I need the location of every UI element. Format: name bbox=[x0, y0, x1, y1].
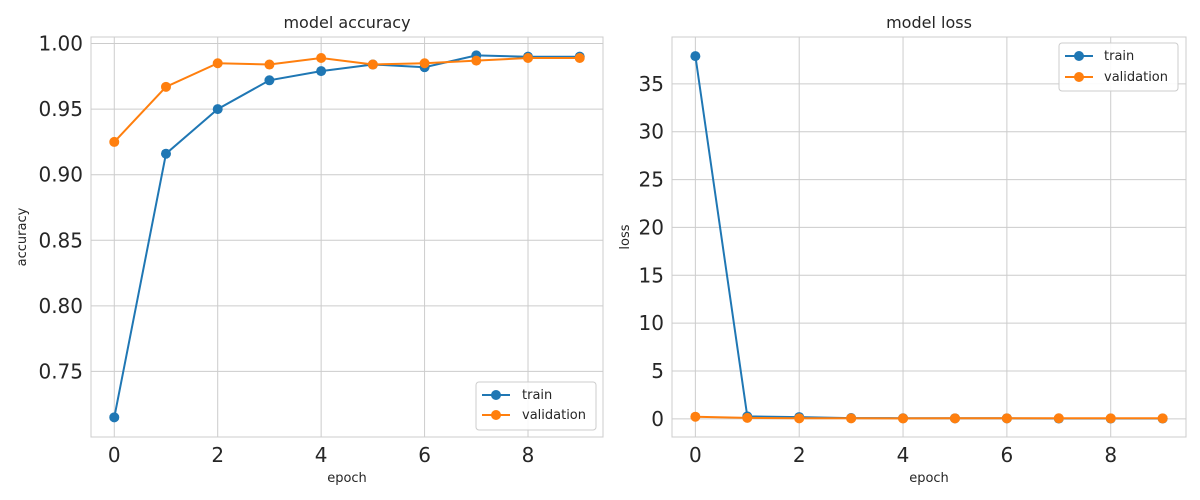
loss-validation-point bbox=[1053, 413, 1064, 424]
loss-validation-point bbox=[1157, 413, 1168, 424]
accuracy-y-tick-label: 0.95 bbox=[38, 97, 83, 121]
loss-validation-point bbox=[846, 413, 857, 424]
accuracy-y-tick-label: 0.80 bbox=[38, 294, 83, 318]
accuracy-x-tick-label: 8 bbox=[522, 443, 535, 467]
loss-validation-point bbox=[1105, 413, 1116, 424]
accuracy-validation-point bbox=[367, 59, 378, 70]
loss-train-line bbox=[694, 55, 1163, 420]
loss-chart: 0 2 4 6 8 0 5 10 15 20 25 30 35 model loss epoch los… bbox=[618, 13, 1187, 486]
accuracy-validation-line bbox=[113, 56, 580, 143]
loss-y-tick-label: 20 bbox=[639, 215, 664, 239]
accuracy-validation-point bbox=[419, 58, 430, 69]
accuracy-x-tick-label: 0 bbox=[108, 443, 121, 467]
accuracy-validation-point bbox=[523, 52, 534, 63]
loss-validation-point bbox=[690, 411, 701, 422]
loss-legend-validation-label: validation bbox=[1104, 70, 1168, 85]
loss-x-tick-label: 8 bbox=[1104, 443, 1117, 467]
loss-y-axis-label: loss bbox=[618, 224, 633, 249]
accuracy-y-tick-label: 0.85 bbox=[38, 228, 83, 252]
accuracy-plot-area: 0 2 4 6 8 0.75 0.80 0.85 0.90 0.95 1.00 bbox=[38, 32, 604, 467]
accuracy-x-axis-label: epoch bbox=[327, 471, 367, 486]
loss-y-tick-label: 10 bbox=[639, 311, 664, 335]
loss-y-tick-label: 35 bbox=[639, 72, 664, 96]
accuracy-train-line bbox=[113, 54, 580, 418]
loss-validation-point bbox=[742, 412, 753, 423]
loss-legend: train validation bbox=[1058, 42, 1179, 92]
accuracy-validation-point bbox=[574, 52, 585, 63]
loss-x-tick-label: 4 bbox=[897, 443, 910, 467]
accuracy-chart-title: model accuracy bbox=[283, 13, 410, 32]
loss-x-tick-label: 2 bbox=[793, 443, 806, 467]
accuracy-train-point bbox=[109, 412, 120, 423]
loss-legend-train-label: train bbox=[1104, 49, 1134, 64]
accuracy-x-tick-label: 6 bbox=[418, 443, 431, 467]
loss-plot-frame bbox=[671, 36, 1187, 438]
loss-y-tick-label: 30 bbox=[639, 120, 664, 144]
accuracy-y-axis-label: accuracy bbox=[15, 207, 30, 266]
accuracy-x-tick-label: 4 bbox=[315, 443, 328, 467]
loss-validation-point bbox=[794, 413, 805, 424]
accuracy-validation-point bbox=[109, 136, 120, 147]
accuracy-validation-point bbox=[212, 58, 223, 69]
accuracy-train-point bbox=[264, 75, 275, 86]
accuracy-validation-point bbox=[160, 81, 171, 92]
accuracy-y-tick-label: 0.90 bbox=[38, 163, 83, 187]
accuracy-validation-point bbox=[316, 52, 327, 63]
accuracy-chart: 0 2 4 6 8 0.75 0.80 0.85 0.90 0.95 1.00 model accu… bbox=[15, 13, 604, 486]
accuracy-legend-train-label: train bbox=[522, 388, 552, 403]
accuracy-plot-frame bbox=[90, 36, 604, 438]
loss-x-axis-label: epoch bbox=[909, 471, 949, 486]
accuracy-y-tick-label: 0.75 bbox=[38, 359, 83, 383]
accuracy-y-tick-label: 1.00 bbox=[38, 32, 83, 56]
loss-validation-point bbox=[898, 413, 909, 424]
accuracy-train-point bbox=[160, 148, 171, 159]
loss-y-tick-label: 25 bbox=[639, 168, 664, 192]
loss-validation-line bbox=[695, 415, 1163, 420]
loss-plot-area: 0 2 4 6 8 0 5 10 15 20 25 30 35 bbox=[639, 36, 1187, 467]
loss-legend-train-marker bbox=[1074, 51, 1084, 61]
loss-legend-validation-marker bbox=[1074, 72, 1084, 82]
accuracy-legend-validation-marker bbox=[491, 410, 501, 420]
accuracy-train-point bbox=[316, 66, 327, 77]
accuracy-train-point bbox=[212, 104, 223, 115]
accuracy-legend: train validation bbox=[475, 381, 597, 431]
accuracy-validation-point bbox=[264, 59, 275, 70]
loss-chart-title: model loss bbox=[886, 13, 972, 32]
accuracy-legend-train-marker bbox=[491, 390, 501, 400]
loss-train-point bbox=[690, 51, 701, 62]
loss-y-tick-label: 15 bbox=[639, 263, 664, 287]
loss-y-tick-label: 0 bbox=[651, 407, 664, 431]
loss-y-tick-label: 5 bbox=[651, 359, 664, 383]
accuracy-validation-point bbox=[471, 55, 482, 66]
loss-validation-point bbox=[1001, 413, 1012, 424]
loss-x-tick-label: 6 bbox=[1001, 443, 1014, 467]
accuracy-x-tick-label: 2 bbox=[211, 443, 224, 467]
accuracy-legend-validation-label: validation bbox=[522, 408, 586, 423]
loss-validation-point bbox=[949, 413, 960, 424]
loss-x-tick-label: 0 bbox=[689, 443, 702, 467]
